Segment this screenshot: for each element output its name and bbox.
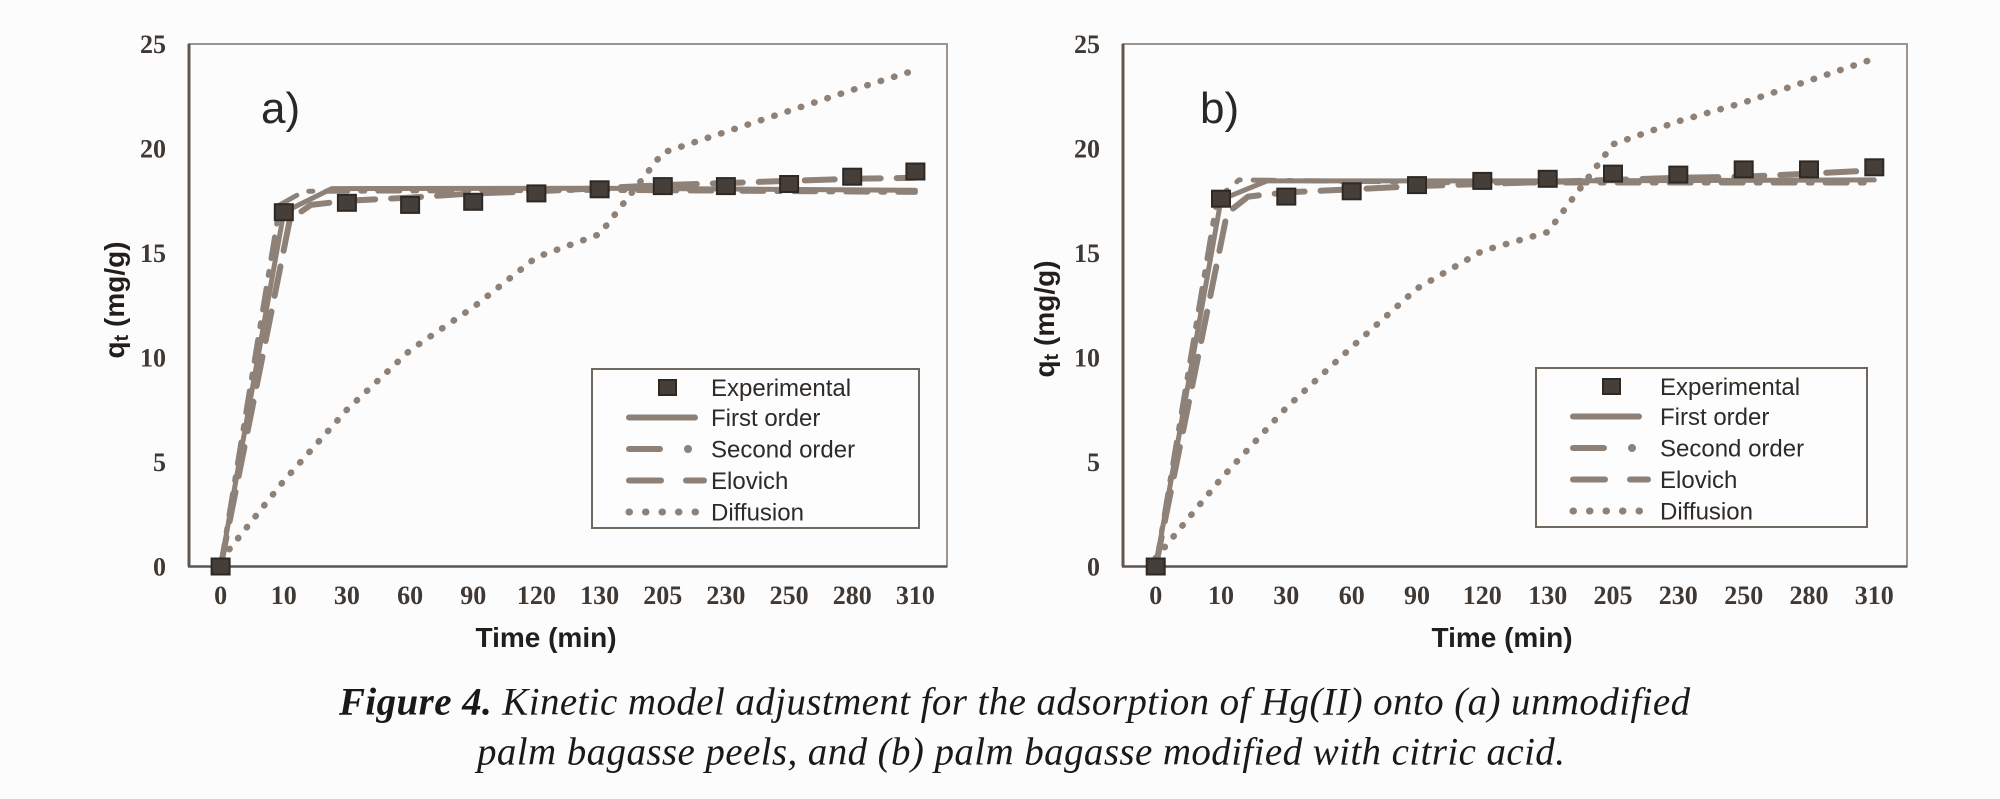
svg-text:qt (mg/g): qt (mg/g) — [99, 241, 133, 358]
svg-text:qt (mg/g): qt (mg/g) — [1029, 260, 1063, 377]
svg-text:5: 5 — [1087, 448, 1100, 477]
svg-text:120: 120 — [517, 581, 556, 610]
svg-text:Diffusion: Diffusion — [711, 500, 804, 527]
svg-text:0: 0 — [153, 553, 166, 582]
svg-text:10: 10 — [1074, 344, 1100, 373]
svg-text:30: 30 — [334, 581, 360, 610]
svg-text:310: 310 — [1855, 581, 1894, 610]
svg-text:20: 20 — [1074, 135, 1100, 164]
svg-text:205: 205 — [1594, 581, 1633, 610]
svg-text:130: 130 — [1528, 581, 1567, 610]
svg-text:280: 280 — [833, 581, 872, 610]
svg-text:First order: First order — [711, 405, 820, 432]
svg-text:280: 280 — [1790, 581, 1829, 610]
svg-text:30: 30 — [1273, 581, 1299, 610]
svg-text:a): a) — [261, 84, 300, 133]
svg-text:205: 205 — [643, 581, 682, 610]
svg-text:90: 90 — [1404, 581, 1430, 610]
svg-text:10: 10 — [271, 581, 297, 610]
svg-text:Figure 4. Kinetic model adjust: Figure 4. Kinetic model adjustment for t… — [338, 681, 1691, 724]
svg-text:15: 15 — [1074, 239, 1100, 268]
svg-text:250: 250 — [770, 581, 809, 610]
svg-text:0: 0 — [1149, 581, 1162, 610]
svg-text:25: 25 — [1074, 30, 1100, 59]
svg-text:15: 15 — [140, 239, 166, 268]
svg-text:Elovich: Elovich — [711, 468, 788, 495]
svg-text:Time (min): Time (min) — [1431, 622, 1572, 653]
svg-text:Time (min): Time (min) — [475, 622, 616, 653]
svg-text:Second order: Second order — [711, 437, 855, 464]
svg-text:Experimental: Experimental — [1660, 374, 1800, 401]
svg-text:90: 90 — [460, 581, 486, 610]
svg-text:250: 250 — [1724, 581, 1763, 610]
svg-text:b): b) — [1200, 84, 1239, 133]
svg-text:130: 130 — [580, 581, 619, 610]
svg-text:Diffusion: Diffusion — [1660, 499, 1753, 526]
svg-text:Elovich: Elovich — [1660, 467, 1737, 494]
svg-text:10: 10 — [1208, 581, 1234, 610]
svg-text:60: 60 — [1339, 581, 1365, 610]
svg-text:palm bagasse peels, and (b) pa: palm bagasse peels, and (b) palm bagasse… — [474, 731, 1565, 774]
svg-text:Second order: Second order — [1660, 436, 1804, 463]
svg-text:120: 120 — [1463, 581, 1502, 610]
svg-text:First order: First order — [1660, 404, 1769, 431]
svg-text:0: 0 — [1087, 553, 1100, 582]
svg-text:Experimental: Experimental — [711, 375, 851, 402]
svg-text:230: 230 — [706, 581, 745, 610]
svg-text:5: 5 — [153, 448, 166, 477]
svg-text:60: 60 — [397, 581, 423, 610]
svg-text:20: 20 — [140, 135, 166, 164]
svg-text:25: 25 — [140, 30, 166, 59]
svg-text:230: 230 — [1659, 581, 1698, 610]
svg-text:310: 310 — [896, 581, 935, 610]
svg-text:0: 0 — [214, 581, 227, 610]
svg-text:10: 10 — [140, 344, 166, 373]
